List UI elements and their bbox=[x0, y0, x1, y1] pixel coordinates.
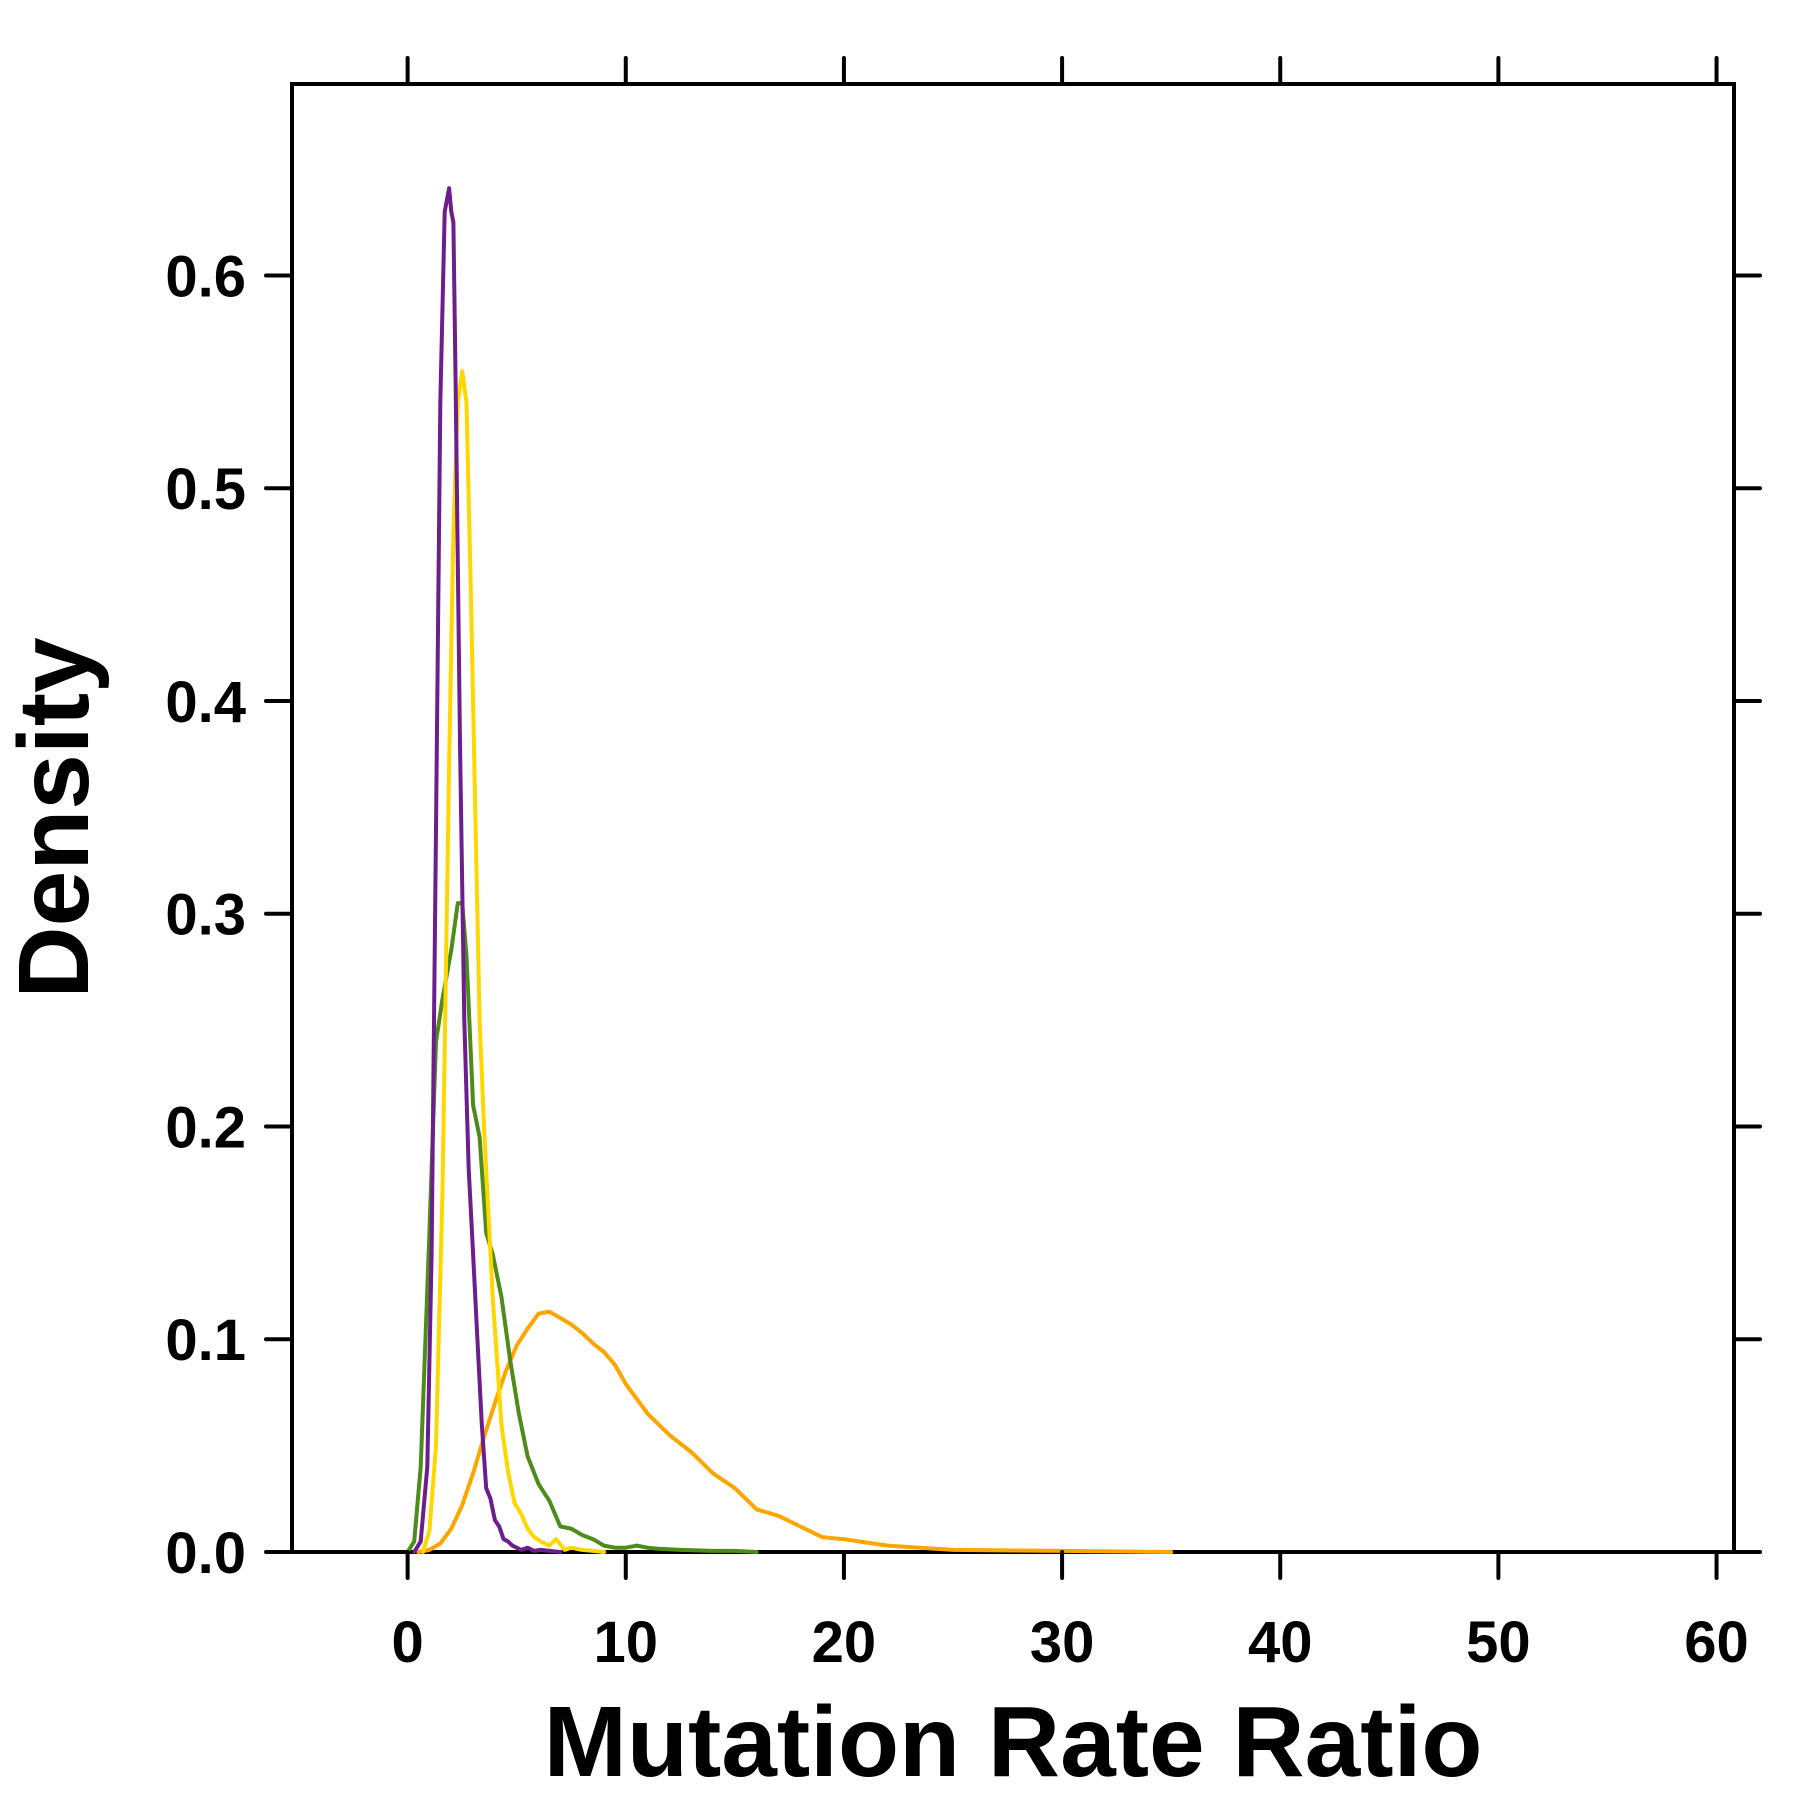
y-axis-label: Density bbox=[0, 637, 110, 999]
x-tick-label: 50 bbox=[1466, 1610, 1531, 1675]
x-axis-label: Mutation Rate Ratio bbox=[544, 1686, 1483, 1798]
series-line-1 bbox=[416, 1309, 1174, 1554]
x-tick-label: 10 bbox=[594, 1610, 659, 1675]
y-tick-label: 0.0 bbox=[165, 1521, 246, 1586]
series-line-4 bbox=[412, 186, 563, 1554]
series-layer bbox=[405, 186, 1174, 1554]
plot-frame bbox=[290, 82, 1736, 1554]
x-tick-label: 40 bbox=[1248, 1610, 1313, 1675]
series-line-3 bbox=[420, 369, 606, 1554]
x-tick-label: 20 bbox=[812, 1610, 877, 1675]
y-tick-label: 0.3 bbox=[165, 883, 246, 948]
x-tick-label: 30 bbox=[1030, 1610, 1095, 1675]
y-tick-label: 0.5 bbox=[165, 457, 246, 522]
tick-label-layer: 0 10 20 30 40 50 60 0.0 0.1 0.2 0.3 0.4 0.5 0.6 bbox=[165, 244, 1748, 1675]
y-tick-label: 0.4 bbox=[165, 670, 246, 735]
y-tick-label: 0.6 bbox=[165, 244, 246, 309]
y-tick-label: 0.1 bbox=[165, 1308, 246, 1373]
y-tick-label: 0.2 bbox=[165, 1095, 246, 1160]
tick-layer bbox=[264, 56, 1762, 1580]
x-tick-label: 60 bbox=[1684, 1610, 1749, 1675]
series-line-2 bbox=[405, 901, 759, 1554]
x-tick-label: 0 bbox=[391, 1610, 423, 1675]
